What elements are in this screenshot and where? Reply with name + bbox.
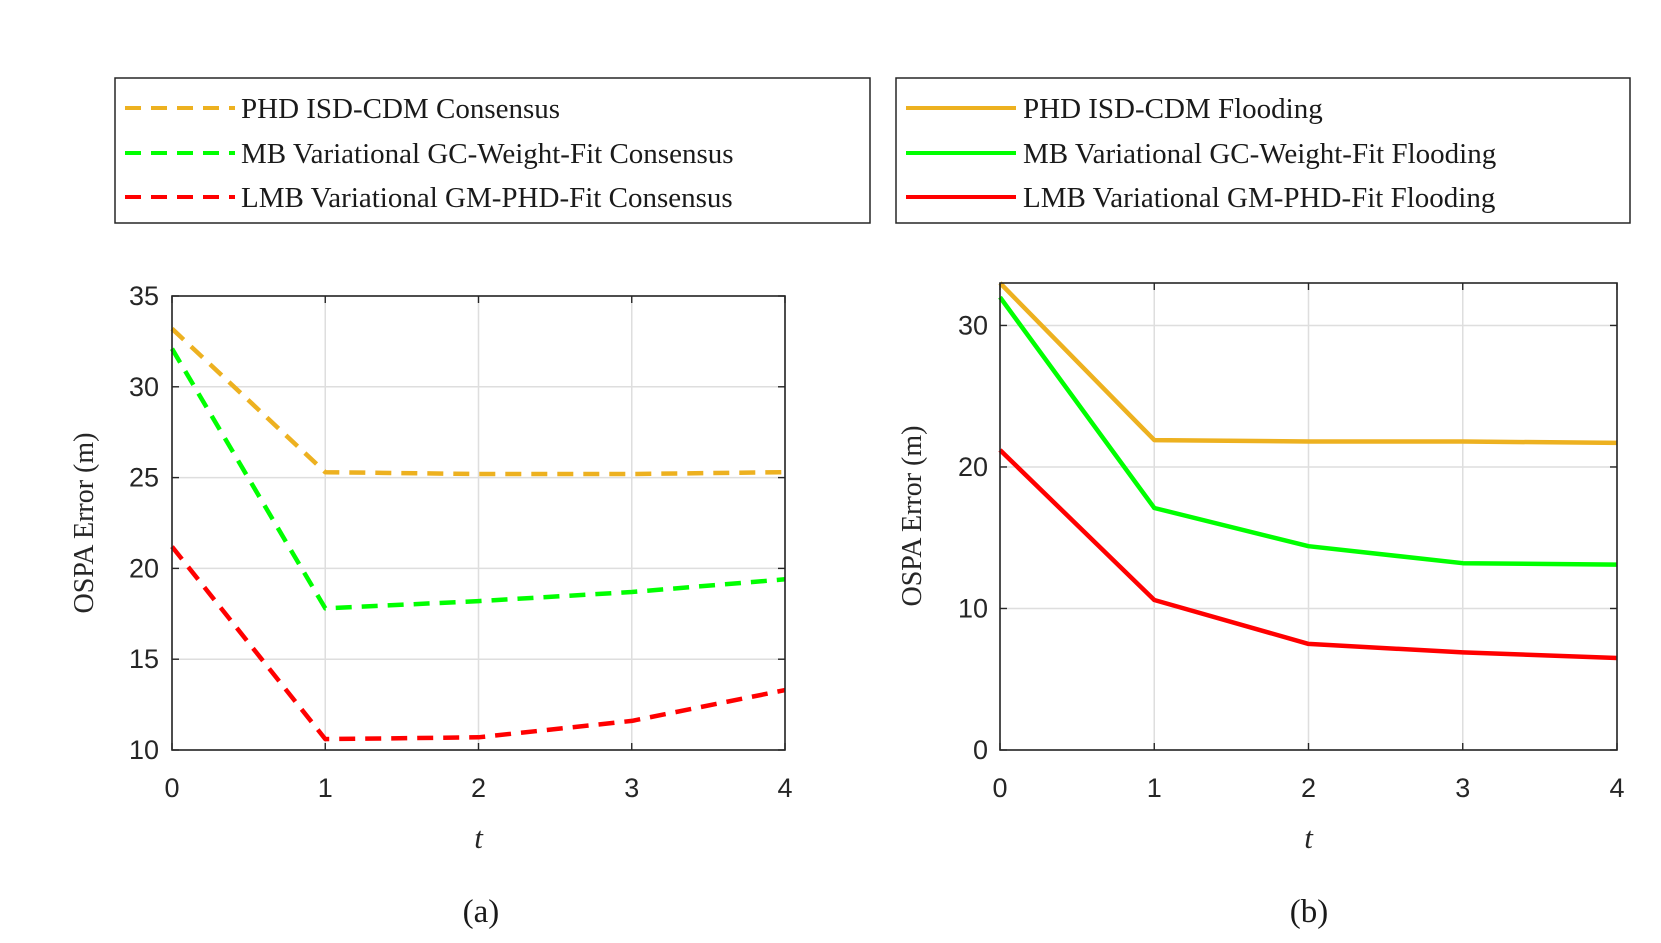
- plot-a-ytick-label: 25: [129, 463, 159, 493]
- legend-a-label-phd: PHD ISD-CDM Consensus: [241, 93, 560, 125]
- series-line-b-lmb: [998, 448, 1618, 661]
- legend-b-label-mb: MB Variational GC-Weight-Fit Flooding: [1023, 138, 1496, 170]
- plot-b: 0 1 2 3 4 0 10 20 30 OSPA Error (m) t: [897, 281, 1625, 855]
- plot-a-xtick-label: 2: [471, 773, 486, 803]
- caption-b: (b): [1290, 894, 1328, 930]
- plot-a-xtick-label: 0: [164, 773, 179, 803]
- caption-a: (a): [463, 894, 500, 930]
- legend-a-box: [114, 77, 871, 224]
- plot-a-ylabel: OSPA Error (m): [69, 433, 100, 614]
- legend-b: PHD ISD-CDM Flooding MB Variational GC-W…: [895, 77, 1631, 224]
- plot-b-ytick-label: 20: [958, 452, 988, 482]
- plot-a-xlabel: t: [474, 820, 484, 855]
- series-line-b-mb: [998, 295, 1618, 567]
- plot-a-xtick-label: 1: [318, 773, 333, 803]
- plot-b-ytick-label: 10: [958, 593, 988, 623]
- plot-b-ytick-label: 30: [958, 310, 988, 340]
- plot-a-ytick-label: 10: [129, 735, 159, 765]
- legend-a-label-mb: MB Variational GC-Weight-Fit Consensus: [241, 138, 734, 170]
- plot-a-ytick-label: 20: [129, 553, 159, 583]
- plot-a-ytick-label: 35: [129, 281, 159, 311]
- series-line-a-phd: [170, 327, 786, 477]
- plot-a-xtick-label: 3: [624, 773, 639, 803]
- series-line-a-lmb: [170, 545, 786, 742]
- plot-b-xtick-label: 0: [992, 773, 1007, 803]
- series-line-b-phd: [998, 281, 1618, 446]
- plot-a: 0 1 2 3 4 10 15 20 25 30 35 OSPA Error (m) t: [69, 281, 793, 855]
- legend-b-label-lmb: LMB Variational GM-PHD-Fit Flooding: [1023, 182, 1495, 214]
- plot-b-ylabel: OSPA Error (m): [897, 426, 928, 607]
- legend-a: PHD ISD-CDM Consensus MB Variational GC-…: [114, 77, 871, 224]
- plot-a-ytick-label: 30: [129, 372, 159, 402]
- plot-a-ytick-label: 15: [129, 644, 159, 674]
- plot-b-ytick-label: 0: [973, 735, 988, 765]
- plot-a-xtick-label: 4: [777, 773, 792, 803]
- legend-b-label-phd: PHD ISD-CDM Flooding: [1023, 93, 1323, 125]
- legend-a-label-lmb: LMB Variational GM-PHD-Fit Consensus: [241, 182, 733, 214]
- series-line-a-mb: [170, 347, 786, 611]
- plot-b-xlabel: t: [1304, 820, 1314, 855]
- plot-b-xtick-label: 3: [1455, 773, 1470, 803]
- plot-b-xtick-label: 4: [1609, 773, 1624, 803]
- plot-b-xtick-label: 2: [1301, 773, 1316, 803]
- legend-b-box: [895, 77, 1631, 224]
- plot-b-xtick-label: 1: [1147, 773, 1162, 803]
